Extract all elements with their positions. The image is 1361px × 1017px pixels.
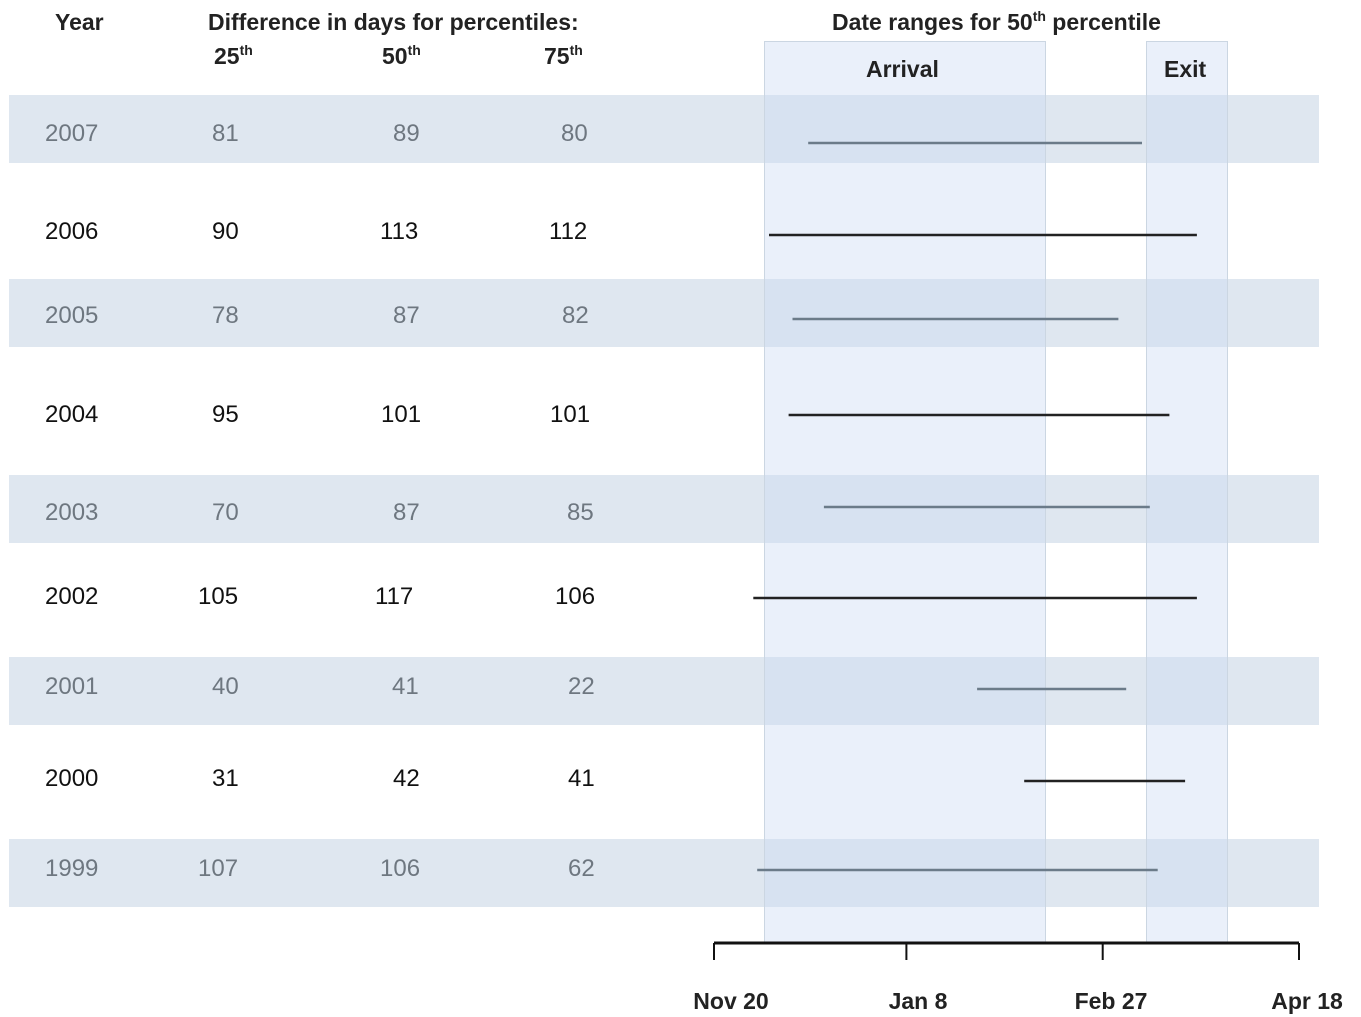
chart-title: Date ranges for 50th percentile	[832, 8, 1161, 35]
p50-cell: 89	[393, 120, 420, 147]
p75-cell: 80	[561, 120, 588, 147]
row-band	[9, 95, 1319, 163]
percentile-header-25: 25th	[214, 42, 253, 69]
year-cell: 2006	[45, 218, 99, 245]
year-cell: 1999	[45, 855, 99, 882]
arrival-region	[764, 41, 1046, 943]
p75-cell: 106	[555, 583, 596, 610]
p75-cell: 112	[549, 218, 588, 245]
exit-region-label: Exit	[1164, 56, 1207, 82]
p25-cell: 90	[212, 218, 239, 245]
row-band	[9, 657, 1319, 725]
p50-cell: 101	[381, 401, 422, 428]
p75-cell: 82	[562, 302, 589, 329]
p25-cell: 70	[212, 499, 239, 526]
p50-cell: 106	[380, 855, 421, 882]
p25-cell: 107	[198, 855, 239, 882]
year-cell: 2000	[45, 765, 99, 792]
year-cell: 2004	[45, 401, 99, 428]
p50-cell: 87	[393, 302, 420, 329]
p25-cell: 40	[212, 673, 239, 700]
p50-cell: 42	[393, 765, 420, 792]
year-cell: 2001	[45, 673, 99, 700]
row-band	[9, 279, 1319, 347]
exit-region	[1146, 41, 1228, 943]
row-band	[9, 475, 1319, 543]
p25-cell: 95	[212, 401, 239, 428]
p75-cell: 22	[568, 673, 595, 700]
p75-cell: 41	[568, 765, 595, 792]
p25-cell: 31	[212, 765, 239, 792]
percentile-header-50: 50th	[382, 42, 421, 69]
p50-cell: 41	[392, 673, 419, 700]
x-axis-tick-label: Apr 18	[1271, 988, 1343, 1014]
p75-cell: 62	[568, 855, 595, 882]
p25-cell: 78	[212, 302, 239, 329]
year-cell: 2003	[45, 499, 99, 526]
p50-cell: 117	[375, 583, 414, 610]
p50-cell: 113	[380, 218, 419, 245]
x-axis-tick-label: Jan 8	[888, 988, 948, 1014]
row-band	[9, 839, 1319, 907]
percentile-header-75: 75th	[544, 42, 583, 69]
arrival-region-label: Arrival	[866, 56, 939, 82]
x-axis-tick-label: Nov 20	[693, 988, 769, 1014]
p75-cell: 101	[550, 401, 591, 428]
p50-cell: 87	[393, 499, 420, 526]
year-cell: 2002	[45, 583, 99, 610]
p25-cell: 105	[198, 583, 239, 610]
x-axis-tick-label: Feb 27	[1074, 988, 1148, 1014]
year-cell: 2007	[45, 120, 99, 147]
year-cell: 2005	[45, 302, 99, 329]
difference-header: Difference in days for percentiles:	[208, 9, 579, 35]
p75-cell: 85	[567, 499, 594, 526]
p25-cell: 81	[212, 120, 239, 147]
year-column-header: Year	[55, 9, 104, 35]
